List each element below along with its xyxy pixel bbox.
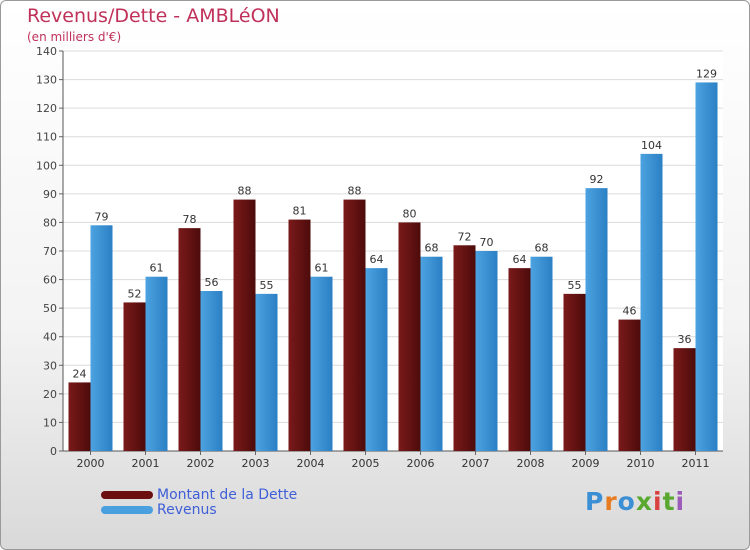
y-tick-label: 40 — [43, 331, 57, 344]
y-tick-label: 30 — [43, 359, 57, 372]
y-tick-label: 110 — [36, 131, 57, 144]
bar-revenue — [145, 276, 168, 451]
bar-debt — [288, 219, 311, 451]
y-tick-label: 140 — [36, 45, 57, 58]
x-tick-label: 2001 — [132, 457, 160, 470]
bar-debt — [398, 222, 421, 451]
bar-debt — [453, 245, 476, 451]
y-tick-label: 50 — [43, 302, 57, 315]
x-tick-label: 2005 — [352, 457, 380, 470]
data-label-revenue: 70 — [480, 236, 494, 249]
y-tick-label: 10 — [43, 416, 57, 429]
data-label-revenue: 56 — [205, 276, 219, 289]
bar-debt — [178, 228, 201, 451]
data-label-revenue: 61 — [315, 262, 329, 275]
bar-revenue — [200, 291, 223, 451]
x-tick-label: 2008 — [517, 457, 545, 470]
bar-debt — [68, 382, 91, 451]
y-tick-label: 20 — [43, 388, 57, 401]
x-tick-label: 2009 — [572, 457, 600, 470]
bar-revenue — [530, 256, 553, 451]
x-tick-label: 2004 — [297, 457, 325, 470]
data-label-revenue: 68 — [425, 242, 439, 255]
legend-label-revenue: Revenus — [157, 501, 217, 518]
legend-swatch-debt — [101, 490, 153, 499]
bar-revenue — [255, 293, 278, 451]
y-tick-label: 60 — [43, 274, 57, 287]
bar-revenue — [695, 82, 718, 451]
bar-revenue — [90, 225, 113, 451]
proxiti-logo: Proxiti — [585, 487, 686, 516]
data-label-debt: 88 — [348, 185, 362, 198]
bar-debt — [673, 348, 696, 451]
bar-revenue — [475, 251, 498, 451]
x-tick-label: 2000 — [77, 457, 105, 470]
bar-debt — [233, 199, 256, 451]
data-label-debt: 78 — [183, 213, 197, 226]
y-tick-label: 130 — [36, 74, 57, 87]
legend: Montant de la Dette Revenus — [101, 486, 298, 518]
data-label-debt: 36 — [678, 333, 692, 346]
y-tick-label: 90 — [43, 188, 57, 201]
bar-debt — [563, 293, 586, 451]
data-label-debt: 52 — [128, 287, 142, 300]
legend-item-revenue: Revenus — [101, 501, 297, 518]
data-label-debt: 81 — [293, 205, 307, 218]
data-label-debt: 46 — [623, 305, 637, 318]
chart-subtitle: (en milliers d'€) — [27, 30, 122, 44]
x-tick-label: 2003 — [242, 457, 270, 470]
data-label-revenue: 55 — [260, 279, 274, 292]
legend-swatch-revenue — [101, 505, 153, 514]
data-label-debt: 88 — [238, 185, 252, 198]
x-tick-label: 2011 — [682, 457, 710, 470]
chart-title: Revenus/Dette - AMBLéON — [27, 5, 280, 27]
data-label-revenue: 79 — [95, 210, 109, 223]
legend-item-debt: Montant de la Dette — [101, 486, 298, 503]
y-tick-label: 100 — [36, 159, 57, 172]
data-label-debt: 55 — [568, 279, 582, 292]
x-tick-label: 2010 — [627, 457, 655, 470]
data-label-debt: 80 — [403, 207, 417, 220]
data-label-revenue: 129 — [696, 67, 717, 80]
bar-revenue — [585, 188, 608, 451]
legend-label-debt: Montant de la Dette — [157, 486, 298, 503]
x-tick-label: 2006 — [407, 457, 435, 470]
data-label-revenue: 92 — [590, 173, 604, 186]
data-label-revenue: 104 — [641, 139, 662, 152]
data-label-debt: 24 — [73, 367, 87, 380]
y-tick-label: 70 — [43, 245, 57, 258]
bar-debt — [508, 268, 531, 451]
bar-revenue — [420, 256, 443, 451]
bar-revenue — [365, 268, 388, 451]
data-label-debt: 64 — [513, 253, 527, 266]
data-label-revenue: 64 — [370, 253, 384, 266]
data-label-revenue: 68 — [535, 242, 549, 255]
bar-debt — [343, 199, 366, 451]
bar-revenue — [310, 276, 333, 451]
bar-debt — [618, 319, 641, 451]
data-label-debt: 72 — [458, 230, 472, 243]
data-label-revenue: 61 — [150, 262, 164, 275]
x-tick-label: 2007 — [462, 457, 490, 470]
bar-debt — [123, 302, 146, 451]
bar-revenue — [640, 153, 663, 451]
x-tick-label: 2002 — [187, 457, 215, 470]
y-tick-label: 120 — [36, 102, 57, 115]
y-tick-label: 0 — [50, 445, 57, 458]
y-tick-label: 80 — [43, 216, 57, 229]
